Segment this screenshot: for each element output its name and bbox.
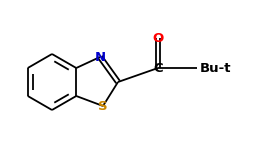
- Text: Bu-t: Bu-t: [200, 62, 232, 75]
- Text: C: C: [153, 62, 163, 75]
- Text: N: N: [94, 51, 106, 63]
- Text: O: O: [152, 32, 164, 44]
- Text: S: S: [98, 99, 108, 113]
